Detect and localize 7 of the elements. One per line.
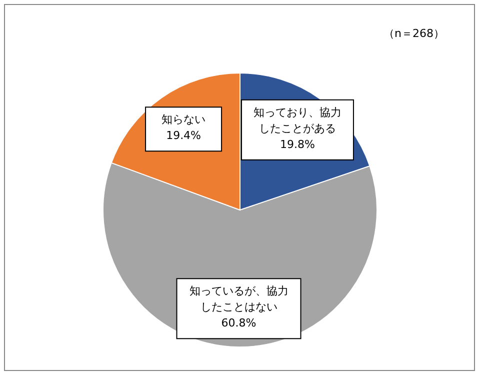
slice-label: 知っているが、協力したことはない [189,284,288,314]
data-label: 19.4% [166,129,202,142]
text: （n＝268） [384,27,444,40]
data-label: 60.8% [221,316,256,330]
slice-label: 知らない [162,113,206,126]
data-label: 19.8% [280,138,315,151]
slice-label: 知っており、協力したことがある [253,106,342,135]
